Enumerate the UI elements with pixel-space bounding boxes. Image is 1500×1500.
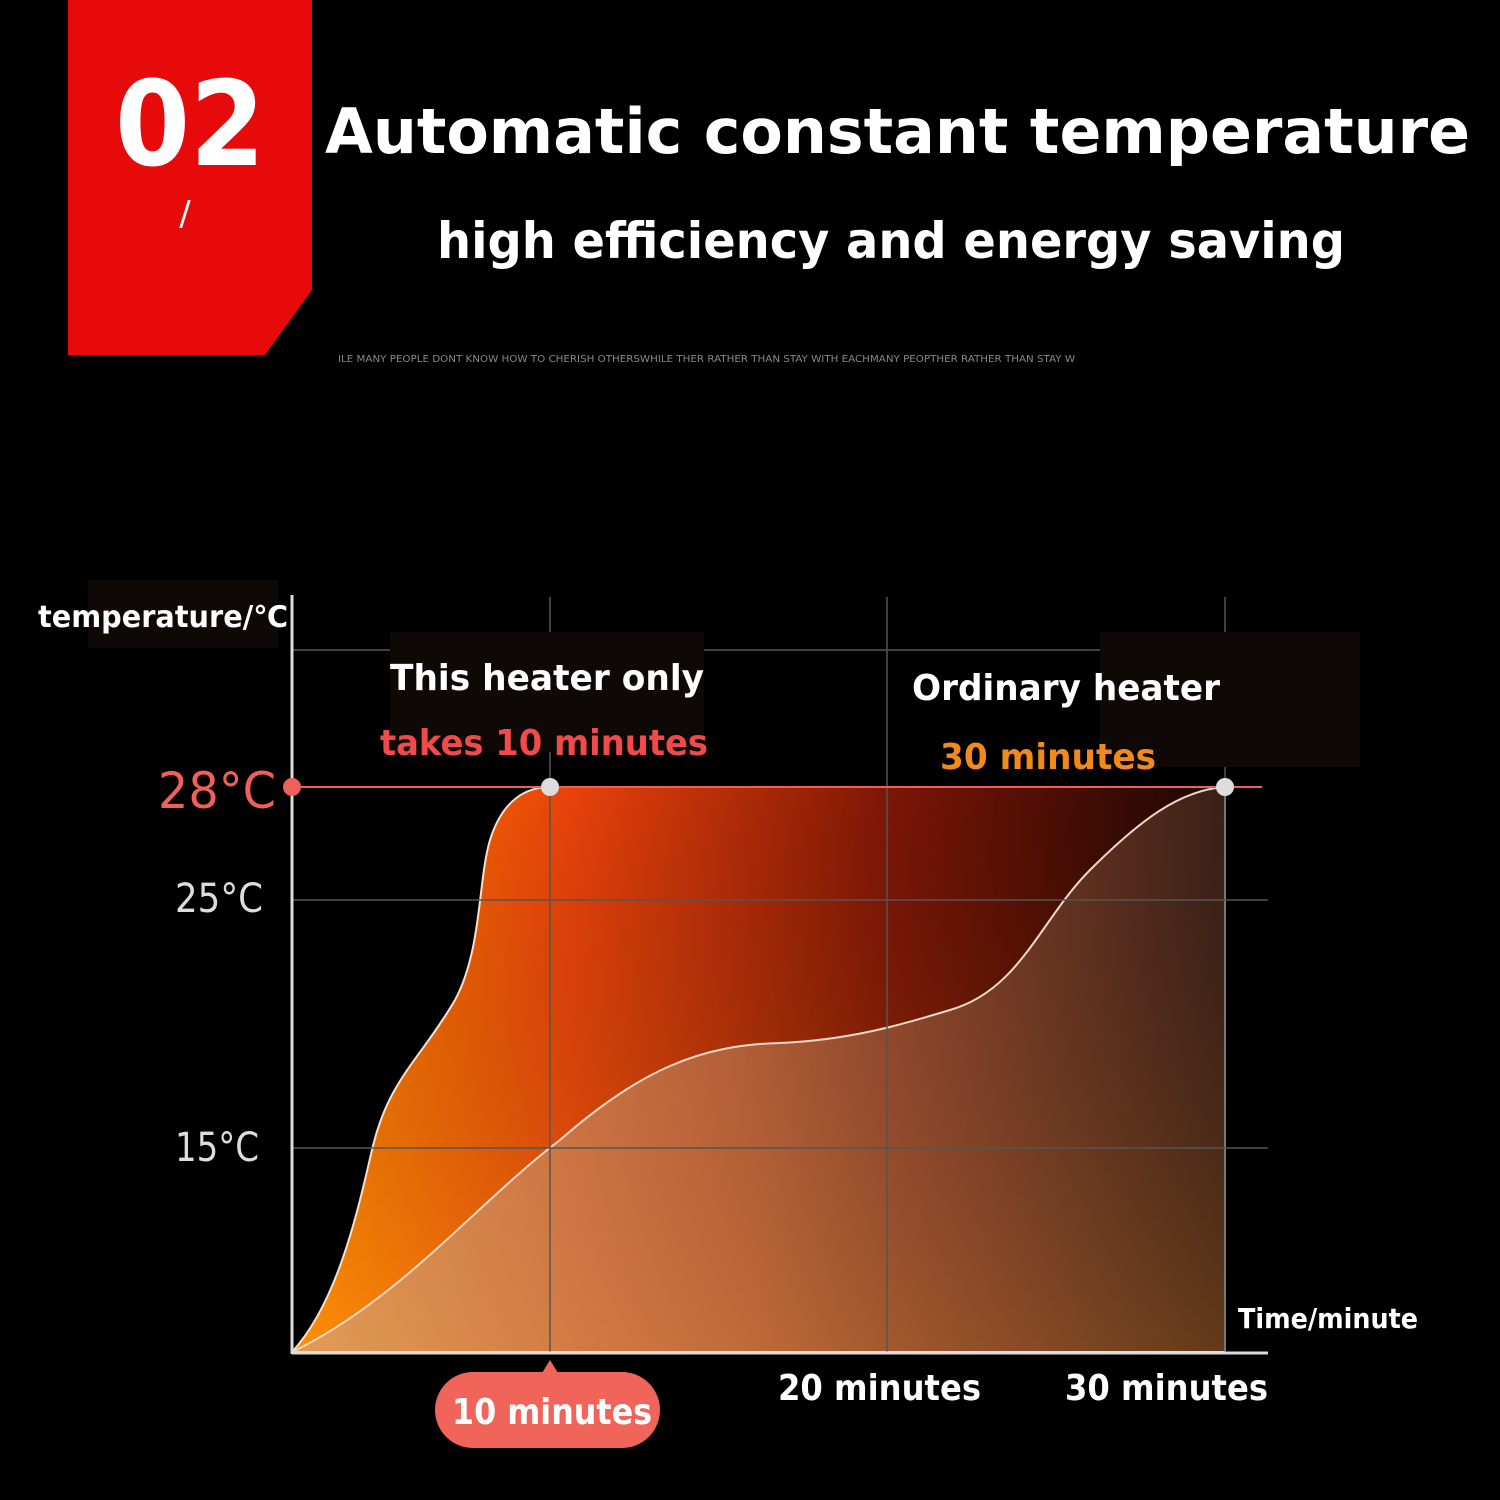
label-box — [1100, 632, 1360, 767]
annotation: takes 10 minutes — [380, 723, 708, 764]
y-label: 25°C — [175, 876, 263, 922]
label-box — [390, 632, 704, 752]
label-box — [88, 580, 278, 648]
y-label: 28°C — [158, 762, 276, 820]
fast-end-dot — [541, 778, 559, 796]
subtitle: high efficiency and energy saving — [437, 212, 1345, 270]
fast-curve-line — [291, 786, 551, 1353]
badge-mark: / — [179, 194, 191, 234]
target-dot — [283, 778, 301, 796]
pointer — [542, 1360, 558, 1373]
highlight-pill — [435, 1372, 660, 1448]
annotation: This heater only — [390, 658, 704, 699]
annotation: 30 minutes — [940, 737, 1156, 778]
title: Automatic constant temperature — [325, 95, 1470, 168]
badge-block — [68, 0, 312, 355]
badge-number: 02 — [115, 55, 265, 193]
x-axis-label: Time/minute — [1238, 1302, 1418, 1335]
tagline: ILE MANY PEOPLE DONT KNOW HOW TO CHERISH… — [338, 354, 1075, 365]
annotation: Ordinary heater — [912, 668, 1220, 709]
x-label: 20 minutes — [778, 1368, 981, 1409]
y-axis-label: temperature/℃ — [38, 600, 288, 635]
y-label: 15°C — [175, 1125, 259, 1171]
x-label: 10 minutes — [452, 1392, 652, 1433]
slow-curve-area — [291, 785, 1226, 1353]
x-label: 30 minutes — [1065, 1368, 1268, 1409]
slow-end-dot — [1216, 778, 1234, 796]
